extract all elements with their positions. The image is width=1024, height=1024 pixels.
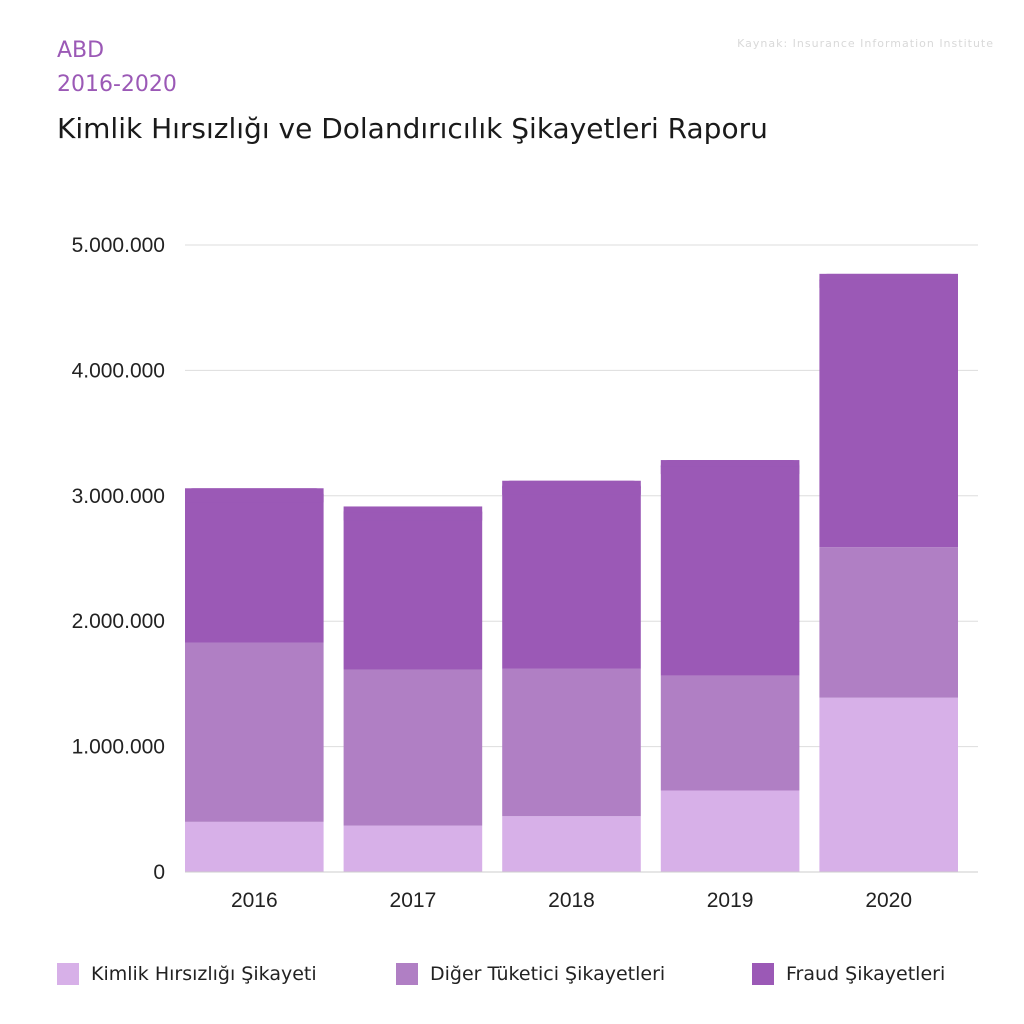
y-tick-label: 1.000.000 [72,736,165,759]
legend-item-identity-theft: Kimlik Hırsızlığı Şikayeti [57,963,317,985]
legend-swatch [396,963,418,985]
subtitle-region: ABD [57,38,105,63]
y-tick-label: 0 [153,861,165,884]
bar-top-fill [819,279,958,288]
bar-segment [343,669,483,826]
bar-segment [343,506,483,670]
bar-segment [185,821,324,872]
y-tick-label: 3.000.000 [72,485,165,508]
x-tick-label: 2016 [231,889,278,912]
bar-segment [819,547,958,698]
x-tick-label: 2018 [548,889,595,912]
bar-segment [660,790,800,872]
y-tick-label: 4.000.000 [72,359,165,382]
subtitle-period: 2016-2020 [57,72,177,97]
bar-segment [343,825,483,872]
bar-top-fill [660,466,800,475]
bar-segment [502,480,641,669]
bar-segment [185,642,324,822]
bar-segment [502,668,641,817]
x-tick-label: 2017 [390,889,437,912]
x-tick-label: 2020 [865,889,912,912]
y-tick-label: 5.000.000 [72,234,165,257]
bar-segment [185,488,324,643]
source-note: Kaynak: Insurance Information Institute [737,37,994,50]
bar-segment [660,460,800,676]
x-tick-label: 2019 [707,889,754,912]
bar-top-fill [185,494,324,503]
chart-title: Kimlik Hırsızlığı ve Dolandırıcılık Şika… [57,112,768,145]
bar-top-fill [343,512,483,521]
legend-swatch [752,963,774,985]
legend-label: Diğer Tüketici Şikayetleri [430,963,666,985]
legend: Kimlik Hırsızlığı Şikayeti Diğer Tüketic… [0,963,1024,993]
legend-item-other-complaints: Diğer Tüketici Şikayetleri [396,963,665,985]
legend-item-fraud: Fraud Şikayetleri [752,963,945,985]
y-tick-label: 2.000.000 [72,610,165,633]
legend-swatch [57,963,79,985]
bar-segment [819,697,958,872]
bar-segment [660,675,800,791]
bar-segment [502,816,641,872]
bar-segment [819,273,958,548]
legend-label: Kimlik Hırsızlığı Şikayeti [91,963,317,985]
legend-label: Fraud Şikayetleri [786,963,946,985]
bar-top-fill [502,486,641,495]
